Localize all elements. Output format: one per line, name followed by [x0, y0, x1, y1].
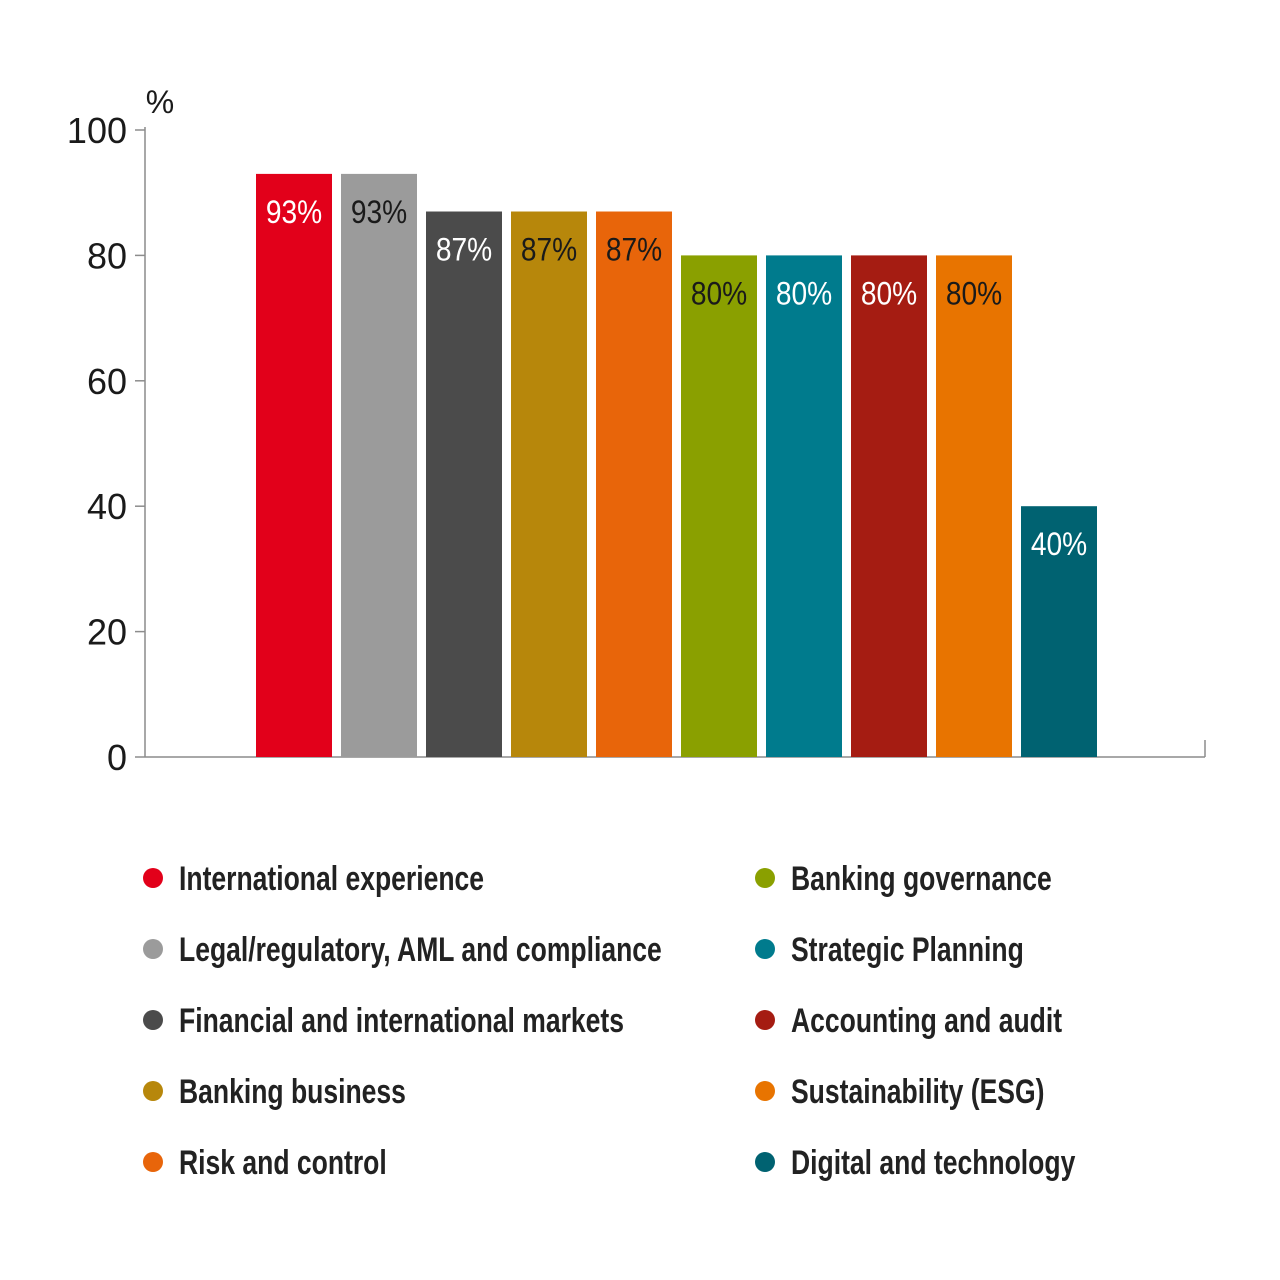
y-axis-unit-label: % [146, 84, 174, 120]
legend-swatch-dot [143, 1152, 163, 1172]
bar-value-label: 87% [436, 233, 492, 268]
legend-label: Sustainability (ESG) [791, 1073, 1044, 1111]
legend-swatch-dot [143, 1081, 163, 1101]
y-tick-label: 60 [87, 361, 127, 402]
bar-sustainability-esg [936, 255, 1012, 757]
y-tick-label: 0 [107, 737, 127, 778]
bar-value-label: 80% [691, 277, 747, 312]
legend-label: Accounting and audit [791, 1002, 1062, 1040]
legend-item-financial-and-international-markets: Financial and international markets [143, 1002, 624, 1040]
legend-item-banking-business: Banking business [143, 1073, 406, 1111]
legend-swatch-dot [143, 939, 163, 959]
legend-item-legal-regulatory-aml-and-compliance: Legal/regulatory, AML and compliance [143, 931, 662, 969]
y-tick-label: 80 [87, 235, 127, 276]
bar-risk-and-control [596, 211, 672, 757]
legend-swatch-dot [755, 1010, 775, 1030]
legend-label: Strategic Planning [791, 931, 1024, 969]
legend-label: Banking governance [791, 860, 1052, 898]
bar-banking-business [511, 211, 587, 757]
y-tick-label: 20 [87, 612, 127, 653]
legend-label: International experience [179, 860, 484, 898]
bar-value-label: 80% [946, 277, 1002, 312]
bar-banking-governance [681, 255, 757, 757]
legend-swatch-dot [755, 939, 775, 959]
bar-digital-and-technology [1021, 506, 1097, 757]
legend-item-sustainability-esg: Sustainability (ESG) [755, 1073, 1044, 1111]
bar-financial-and-international-markets [426, 211, 502, 757]
bar-accounting-and-audit [851, 255, 927, 757]
bar-value-label: 80% [861, 277, 917, 312]
bar-value-label: 87% [521, 233, 577, 268]
legend-item-risk-and-control: Risk and control [143, 1144, 387, 1182]
legend-swatch-dot [755, 1081, 775, 1101]
legend-label: Financial and international markets [179, 1002, 624, 1040]
legend-item-banking-governance: Banking governance [755, 860, 1052, 898]
legend-item-accounting-and-audit: Accounting and audit [755, 1002, 1062, 1040]
bar-value-label: 80% [776, 277, 832, 312]
legend-item-international-experience: International experience [143, 860, 484, 898]
legend-label: Legal/regulatory, AML and compliance [179, 931, 662, 969]
bar-legal-regulatory-aml-and-compliance [341, 173, 417, 757]
legend-item-digital-and-technology: Digital and technology [755, 1144, 1075, 1182]
legend-item-strategic-planning: Strategic Planning [755, 931, 1024, 969]
y-tick-label: 100 [67, 110, 127, 151]
legend-swatch-dot [755, 1152, 775, 1172]
bar-strategic-planning [766, 255, 842, 757]
legend: International experience Legal/regulatory… [143, 860, 1075, 1182]
legend-swatch-dot [755, 868, 775, 888]
legend-label: Digital and technology [791, 1144, 1075, 1182]
legend-label: Banking business [179, 1073, 406, 1111]
y-tick-label: 40 [87, 486, 127, 527]
legend-label: Risk and control [179, 1144, 387, 1182]
bar-value-label: 40% [1031, 528, 1087, 563]
bars: 93% 93% 87% 87% 87% 80% 80% 80% 80% 40% [256, 173, 1097, 757]
bar-international-experience [256, 173, 332, 757]
bar-value-label: 93% [351, 195, 407, 230]
legend-swatch-dot [143, 868, 163, 888]
legend-swatch-dot [143, 1010, 163, 1030]
bar-value-label: 87% [606, 233, 662, 268]
bar-value-label: 93% [266, 195, 322, 230]
